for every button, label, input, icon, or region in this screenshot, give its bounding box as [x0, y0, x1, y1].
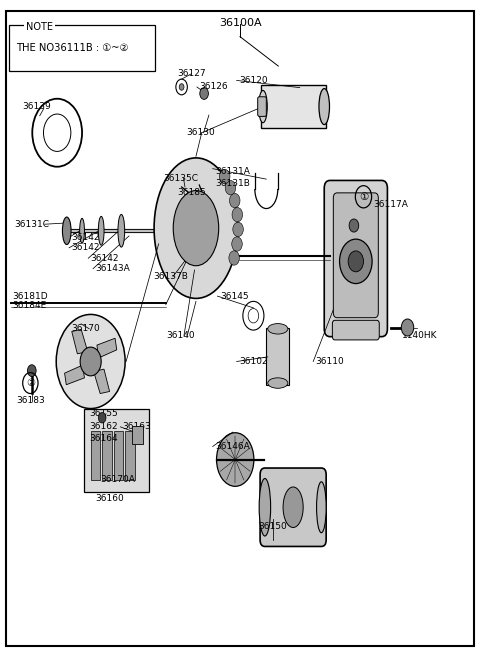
Polygon shape	[97, 338, 117, 358]
Text: NOTE: NOTE	[25, 22, 53, 32]
Ellipse shape	[259, 479, 271, 536]
Text: 36170A: 36170A	[100, 475, 135, 483]
Text: 36131B: 36131B	[215, 179, 250, 188]
Text: 36110: 36110	[316, 357, 344, 366]
Circle shape	[339, 239, 372, 284]
Circle shape	[225, 181, 236, 195]
Circle shape	[56, 314, 125, 409]
Text: 36137B: 36137B	[153, 272, 188, 281]
Circle shape	[80, 347, 101, 376]
Text: ①: ①	[359, 192, 368, 202]
Text: 36142: 36142	[72, 233, 100, 242]
Circle shape	[27, 365, 36, 377]
Circle shape	[232, 208, 242, 222]
Circle shape	[219, 170, 230, 183]
Text: ②: ②	[26, 378, 35, 388]
Text: 36131C: 36131C	[14, 219, 49, 229]
Text: 36160: 36160	[96, 495, 124, 503]
Circle shape	[229, 193, 240, 208]
Text: 36150: 36150	[258, 522, 287, 531]
Ellipse shape	[173, 191, 219, 266]
Polygon shape	[65, 365, 84, 384]
FancyBboxPatch shape	[84, 409, 149, 492]
Text: 36140: 36140	[166, 331, 194, 340]
FancyBboxPatch shape	[333, 193, 378, 318]
Polygon shape	[94, 369, 109, 394]
Text: 36162: 36162	[89, 422, 118, 432]
FancyBboxPatch shape	[91, 431, 100, 481]
Circle shape	[229, 251, 240, 265]
Text: 36155: 36155	[89, 409, 118, 419]
FancyBboxPatch shape	[6, 11, 474, 646]
Text: 36164: 36164	[89, 434, 118, 443]
Text: 36142: 36142	[91, 253, 119, 263]
Circle shape	[179, 84, 184, 90]
Bar	[132, 426, 143, 444]
Ellipse shape	[216, 433, 254, 486]
Text: 36146A: 36146A	[215, 442, 250, 451]
Ellipse shape	[98, 216, 104, 245]
Text: 36127: 36127	[177, 69, 205, 79]
Ellipse shape	[154, 158, 238, 299]
Ellipse shape	[319, 88, 329, 124]
Circle shape	[232, 237, 242, 252]
Text: 36102: 36102	[239, 357, 268, 366]
FancyBboxPatch shape	[324, 180, 387, 337]
FancyBboxPatch shape	[114, 431, 123, 481]
Text: 36142: 36142	[72, 243, 100, 252]
FancyBboxPatch shape	[9, 25, 155, 71]
FancyBboxPatch shape	[260, 468, 326, 546]
Circle shape	[349, 219, 359, 232]
Text: 36183: 36183	[16, 396, 45, 405]
FancyBboxPatch shape	[102, 431, 112, 481]
Ellipse shape	[268, 324, 288, 334]
Circle shape	[348, 251, 363, 272]
FancyBboxPatch shape	[261, 85, 326, 128]
Text: 36120: 36120	[239, 76, 268, 85]
Text: 36181D: 36181D	[12, 291, 48, 301]
Ellipse shape	[118, 214, 125, 247]
Polygon shape	[72, 329, 88, 354]
Ellipse shape	[268, 378, 288, 388]
Text: 36126: 36126	[199, 83, 228, 92]
Circle shape	[98, 413, 106, 423]
Text: 36185: 36185	[177, 189, 205, 197]
Text: 36145: 36145	[220, 291, 249, 301]
FancyBboxPatch shape	[258, 97, 266, 117]
Text: 36143A: 36143A	[96, 264, 130, 273]
FancyBboxPatch shape	[125, 431, 135, 481]
Text: THE NO36111B : ①~②: THE NO36111B : ①~②	[16, 43, 129, 53]
Text: 36184E: 36184E	[12, 301, 47, 310]
Circle shape	[233, 222, 243, 236]
Text: 1140HK: 1140HK	[402, 331, 437, 340]
Text: 36100A: 36100A	[219, 18, 261, 28]
Text: 36135C: 36135C	[163, 174, 198, 183]
FancyBboxPatch shape	[266, 328, 289, 385]
Ellipse shape	[259, 90, 267, 122]
Ellipse shape	[283, 487, 303, 527]
Text: 36131A: 36131A	[215, 168, 250, 176]
Ellipse shape	[62, 217, 71, 244]
Text: 36130: 36130	[186, 128, 215, 138]
Circle shape	[401, 319, 414, 336]
Text: 36139: 36139	[22, 102, 51, 111]
Circle shape	[200, 88, 208, 100]
Text: 36163: 36163	[123, 422, 152, 432]
Ellipse shape	[80, 218, 84, 243]
Text: 36170: 36170	[72, 324, 100, 333]
FancyBboxPatch shape	[332, 320, 379, 340]
Ellipse shape	[317, 481, 326, 533]
Text: 36117A: 36117A	[373, 200, 408, 209]
